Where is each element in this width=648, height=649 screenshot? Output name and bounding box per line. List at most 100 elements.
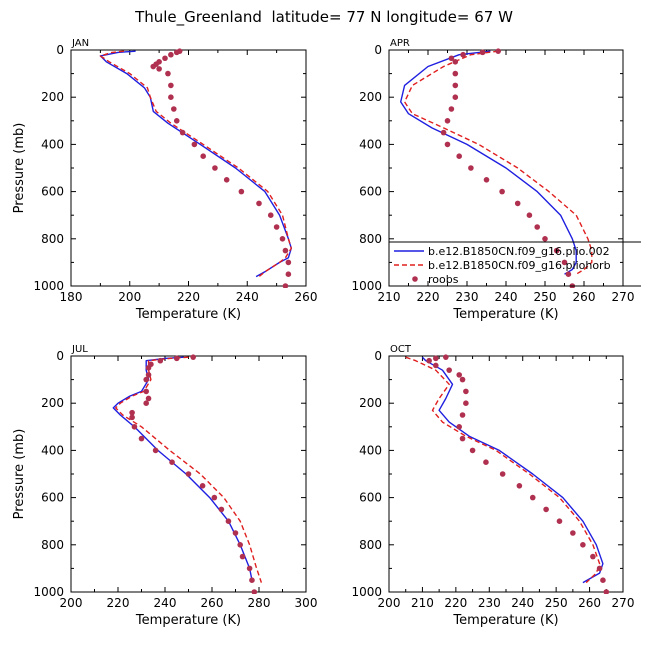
- x-tick-label: 300: [295, 596, 318, 610]
- roobs-point: [173, 118, 180, 124]
- series-line-pliohorb: [405, 356, 601, 584]
- y-axis-label: Pressure (mb): [12, 429, 27, 520]
- roobs-point: [152, 447, 159, 454]
- roobs-point: [448, 55, 455, 62]
- roobs-point: [580, 542, 586, 548]
- roobs-point: [479, 49, 486, 56]
- x-tick-label: 230: [478, 596, 501, 610]
- roobs-point: [129, 414, 135, 421]
- roobs-point: [444, 141, 451, 148]
- y-tick-label: 200: [359, 396, 382, 410]
- panel-oct: OCT 200 210 220 230 240 250 260 270 0 200 400 600 800…: [351, 344, 634, 628]
- roobs-point: [483, 459, 489, 466]
- roobs-point: [543, 506, 549, 513]
- plot-area: [405, 354, 610, 594]
- x-tick-label: 220: [444, 596, 467, 610]
- roobs-point: [256, 200, 262, 207]
- x-axis-label: Temperature (K): [135, 307, 241, 322]
- roobs-point: [225, 518, 232, 524]
- figure-title: Thule_Greenland latitude= 77 N longitude…: [134, 8, 513, 27]
- series-line-plio002: [400, 50, 577, 275]
- y-tick-label: 600: [41, 491, 64, 505]
- roobs-point: [145, 372, 152, 378]
- y-tick-label: 1000: [351, 585, 382, 599]
- panel-jul: JUL 200 220 240 260 280 300 0 200 400 600 800 1000 Te…: [12, 344, 317, 628]
- x-tick-label: 260: [573, 290, 596, 304]
- roobs-point: [600, 577, 606, 583]
- x-tick-label: 240: [236, 290, 259, 304]
- roobs-point: [169, 459, 175, 466]
- roobs-point: [249, 577, 255, 583]
- y-axis-label: Pressure (mb): [12, 123, 27, 214]
- legend: b.e12.B1850CN.f09_g16.plio.002b.e12.B185…: [389, 241, 641, 287]
- roobs-point: [156, 66, 162, 72]
- roobs-point: [168, 94, 174, 100]
- y-tick-label: 0: [56, 349, 64, 363]
- roobs-point: [143, 388, 149, 395]
- roobs-point: [285, 271, 292, 278]
- roobs-point: [444, 118, 451, 124]
- roobs-point: [514, 200, 521, 207]
- x-tick-label: 270: [612, 596, 635, 610]
- x-tick-label: 200: [60, 596, 83, 610]
- y-tick-label: 1000: [33, 279, 64, 293]
- roobs-point: [570, 530, 576, 536]
- roobs-point: [285, 259, 292, 266]
- roobs-point: [534, 224, 540, 230]
- roobs-point: [138, 435, 145, 442]
- y-tick-label: 400: [359, 137, 382, 151]
- plot-area: [99, 48, 292, 288]
- series-line-plio002: [112, 356, 253, 581]
- roobs-point: [590, 553, 596, 560]
- x-tick-label: 220: [107, 596, 130, 610]
- roobs-point: [556, 518, 563, 524]
- roobs-point: [529, 494, 536, 501]
- roobs-point: [237, 542, 243, 548]
- roobs-point: [452, 59, 459, 65]
- x-tick-label: 260: [201, 596, 224, 610]
- roobs-point: [232, 530, 239, 536]
- roobs-point: [456, 372, 463, 378]
- panel-label: APR: [390, 38, 410, 49]
- roobs-point: [282, 247, 289, 254]
- x-axis-label: Temperature (K): [135, 613, 241, 628]
- roobs-point: [483, 177, 490, 183]
- roobs-point: [145, 395, 152, 402]
- legend-label: b.e12.B1850CN.f09_g16.pliohorb: [428, 259, 611, 272]
- roobs-point: [446, 367, 452, 373]
- roobs-point: [440, 129, 447, 136]
- roobs-point: [238, 188, 245, 195]
- x-tick-label: 210: [378, 290, 401, 304]
- roobs-point: [456, 424, 463, 430]
- y-tick-label: 1000: [351, 279, 382, 293]
- y-tick-label: 800: [359, 232, 382, 246]
- plot-frame: [70, 49, 307, 287]
- panels: JAN 180 200 220 240 260 0 200 400 600 800 1000 Tempe…: [12, 38, 634, 628]
- y-tick-label: 600: [359, 491, 382, 505]
- roobs-point: [282, 283, 289, 288]
- legend-label: roobs: [428, 273, 459, 286]
- roobs-point: [469, 447, 476, 454]
- roobs-point: [426, 357, 432, 364]
- legend-label: b.e12.B1850CN.f09_g16.plio.002: [428, 245, 610, 258]
- y-tick-label: 200: [359, 90, 382, 104]
- roobs-point: [173, 49, 180, 56]
- roobs-point: [452, 82, 459, 89]
- roobs-point: [173, 355, 180, 362]
- x-tick-label: 180: [60, 290, 83, 304]
- roobs-point: [171, 106, 177, 112]
- x-tick-label: 270: [612, 290, 635, 304]
- roobs-point: [561, 259, 568, 266]
- y-tick-label: 400: [359, 443, 382, 457]
- roobs-point: [143, 400, 149, 407]
- roobs-point: [129, 409, 135, 416]
- panel-label: OCT: [390, 344, 412, 355]
- roobs-point: [157, 357, 164, 364]
- y-tick-label: 800: [359, 538, 382, 552]
- plot-area: [112, 354, 263, 594]
- y-tick-label: 800: [41, 232, 64, 246]
- roobs-point: [452, 94, 459, 100]
- x-tick-label: 200: [118, 290, 141, 304]
- roobs-point: [516, 483, 523, 489]
